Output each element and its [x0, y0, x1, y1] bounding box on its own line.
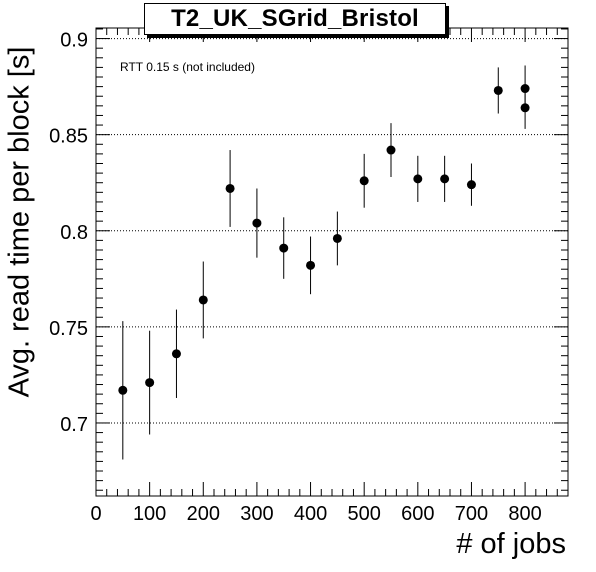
data-point [493, 85, 503, 95]
x-tick-label: 400 [294, 503, 327, 525]
data-point [118, 385, 128, 395]
y-tick-label: 0.9 [60, 30, 88, 52]
rtt-annotation: RTT 0.15 s (not included) [120, 60, 255, 74]
x-tick-label: 0 [90, 503, 101, 525]
data-point [145, 378, 155, 388]
data-point [198, 295, 208, 305]
x-tick-label: 200 [187, 503, 220, 525]
chart-title-box: T2_UK_SGrid_Bristol [144, 3, 446, 35]
y-tick-label: 0.85 [49, 126, 88, 148]
data-point [440, 174, 450, 184]
x-tick-label: 100 [133, 503, 166, 525]
data-point [386, 145, 396, 155]
data-point [306, 260, 316, 270]
data-point [279, 243, 289, 253]
x-tick-label: 700 [455, 503, 488, 525]
data-point [171, 349, 181, 359]
plot-frame [95, 27, 569, 497]
x-tick-label: 800 [508, 503, 541, 525]
chart-title: T2_UK_SGrid_Bristol [171, 5, 419, 32]
tick-labels: 0.7 0.75 0.8 0.85 0.9 0 100 200 300 400 500 600 700 8… [49, 30, 542, 525]
x-tick-label: 500 [347, 503, 380, 525]
x-tick-label: 600 [401, 503, 434, 525]
y-tick-label: 0.8 [60, 222, 88, 244]
data-point [520, 103, 530, 113]
x-tick-label: 300 [240, 503, 273, 525]
y-tick-label: 0.75 [49, 318, 88, 340]
data-point [466, 180, 476, 190]
data-point [359, 176, 369, 186]
axis-ticks [95, 28, 568, 496]
y-tick-label: 0.7 [60, 414, 88, 436]
y-axis-label: Avg. read time per block [s] [3, 46, 36, 398]
x-axis-label: # of jobs [456, 528, 566, 560]
data-point [252, 218, 262, 228]
data-point [332, 233, 342, 243]
data-point [413, 174, 423, 184]
gridlines [96, 38, 568, 424]
data-points [118, 65, 530, 460]
data-point [225, 183, 235, 193]
